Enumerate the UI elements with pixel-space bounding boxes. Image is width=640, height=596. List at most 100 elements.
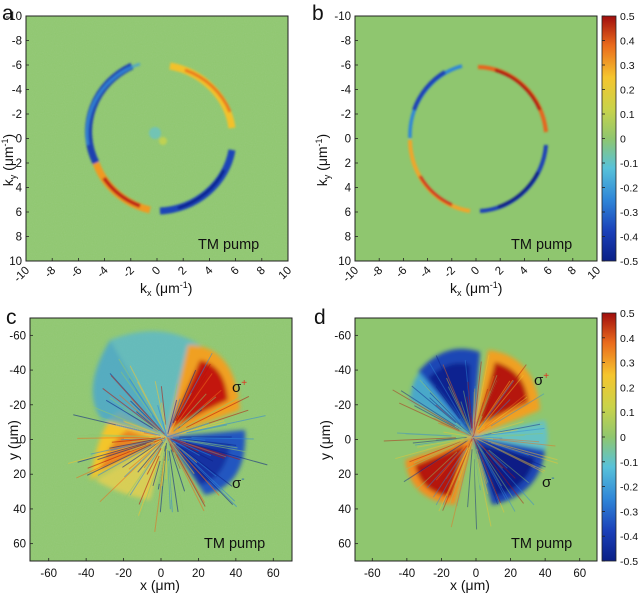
texture-streak — [479, 379, 514, 428]
texture-streak — [77, 440, 154, 463]
panel-b-ytick-label: 4 — [345, 183, 352, 195]
texture-streak — [444, 457, 467, 518]
texture-streak — [170, 438, 199, 453]
texture-streak — [484, 392, 528, 428]
panel-b-ylabel: ky (μm-1) — [314, 134, 332, 186]
texture-streak — [480, 396, 528, 432]
texture-streak — [479, 380, 498, 421]
panel-b-ytick-label: 2 — [345, 158, 351, 170]
texture-streak — [128, 440, 163, 470]
texture-streak — [474, 362, 482, 418]
texture-streak — [99, 452, 151, 503]
texture-streak — [122, 439, 163, 468]
texture-streak — [408, 451, 458, 498]
colorbar-bottom-tick-label: 0.3 — [620, 358, 635, 370]
texture-streak — [176, 444, 217, 477]
panel-d-ytick-label: 60 — [338, 539, 351, 551]
texture-streak — [473, 459, 478, 530]
texture-streak — [481, 374, 501, 417]
texture-streak — [475, 354, 490, 422]
texture-streak — [158, 451, 166, 484]
texture-streak — [152, 460, 161, 486]
texture-streak — [413, 437, 465, 447]
texture-streak — [138, 455, 160, 505]
texture-streak — [467, 381, 473, 429]
panel-a-xtick-label: 6 — [229, 265, 242, 278]
texture-streak — [479, 443, 516, 479]
colorbar-bottom-tick-label: 0.5 — [620, 308, 635, 320]
texture-streak — [473, 377, 500, 436]
texture-streak — [400, 390, 462, 430]
texture-streak — [167, 460, 172, 501]
texture-streak — [123, 451, 158, 501]
texture-streak — [481, 459, 505, 513]
texture-streak — [426, 439, 464, 451]
texture-streak — [88, 433, 149, 437]
texture-streak — [185, 441, 268, 466]
texture-streak — [474, 438, 504, 469]
colorbar-bottom-tick-label: -0.5 — [620, 556, 638, 568]
panel-c-xtick-label: -60 — [40, 568, 57, 580]
texture-streak — [475, 432, 544, 438]
texture-streak — [482, 440, 546, 468]
texture-streak — [169, 383, 178, 421]
texture-streak — [131, 437, 157, 443]
texture-streak — [478, 375, 498, 423]
texture-streak — [478, 399, 528, 434]
panel-a-ytick-label: -2 — [12, 109, 22, 121]
panel-d-xtick-label: 0 — [473, 568, 479, 580]
colorbar-top-tick-label: 0.3 — [620, 60, 635, 72]
texture-streak — [173, 451, 190, 488]
texture-streak — [454, 459, 466, 487]
colorbar-top-tick-label: -0.3 — [620, 207, 638, 219]
texture-streak — [472, 386, 476, 432]
panel-c-ytick-label: -60 — [9, 330, 26, 342]
texture-streak — [488, 449, 529, 484]
panel-d-ytick-label: 0 — [345, 435, 351, 447]
texture-streak — [473, 439, 501, 504]
texture-streak — [484, 380, 511, 420]
texture-streak — [405, 433, 451, 437]
texture-streak — [484, 423, 543, 436]
texture-streak — [175, 443, 233, 487]
texture-streak — [478, 458, 489, 495]
texture-streak — [77, 436, 150, 439]
texture-streak — [476, 448, 488, 484]
texture-streak — [459, 438, 473, 467]
texture-streak — [477, 452, 489, 483]
texture-streak — [110, 375, 165, 435]
texture-streak — [115, 424, 161, 436]
panel-b-ytick-label: -10 — [334, 11, 351, 23]
texture-streak — [477, 450, 499, 505]
texture-streak — [181, 422, 226, 434]
panel-b-xtick-label: 10 — [586, 265, 604, 283]
panel-b-ytick-label: 6 — [345, 207, 351, 219]
texture-streak — [487, 449, 508, 469]
panel-d-ylabel: y (μm) — [317, 420, 333, 460]
texture-streak — [407, 439, 469, 480]
texture-streak — [414, 411, 459, 432]
panel-c-ytick-label: 0 — [20, 435, 26, 447]
texture-streak — [475, 436, 503, 439]
panel-c-xtick-label: 40 — [229, 568, 242, 580]
panel-a-xtick-label: -2 — [121, 265, 137, 281]
texture-streak — [464, 439, 473, 472]
colorbar-top-tick-label: -0.2 — [620, 183, 638, 195]
panel-d-ytick-label: 40 — [338, 504, 351, 516]
texture-streak — [143, 443, 163, 469]
panel-a-xtick-label: -8 — [43, 265, 59, 281]
svg-text:y (μm): y (μm) — [317, 420, 333, 460]
texture-streak — [485, 453, 524, 504]
panel-a-xlabel: kx (μm-1) — [140, 280, 192, 298]
texture-streak — [166, 436, 215, 490]
panel-a-ytick-label: 2 — [16, 158, 22, 170]
texture-streak — [465, 361, 473, 428]
texture-streak — [417, 436, 471, 448]
texture-streak — [170, 449, 186, 492]
panel-c-xtick-label: -40 — [78, 568, 95, 580]
panel-a-ylabel: ky (μm-1) — [0, 134, 18, 186]
texture-streak — [447, 386, 472, 433]
texture-streak — [169, 438, 200, 456]
panel-c-ytick-label: 40 — [13, 504, 26, 516]
texture-streak — [482, 455, 508, 501]
